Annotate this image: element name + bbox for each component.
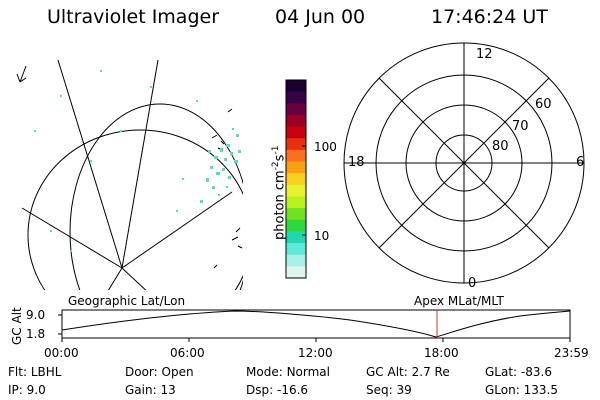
colorbar-unit-label: photon cm-2s-1 xyxy=(271,145,288,240)
colorbar-band xyxy=(286,231,306,244)
colorbar-band xyxy=(286,184,306,197)
info-filter: Flt: LBHL xyxy=(8,365,62,379)
colorbar-band xyxy=(286,173,306,186)
timeline-y-max: 9.0 xyxy=(26,308,46,322)
polar-hour-12: 12 xyxy=(476,47,493,62)
timeline-y-min: 1.8 xyxy=(26,327,46,341)
polar-hour-18: 18 xyxy=(348,155,365,170)
colorbar-band xyxy=(286,149,306,163)
map-meridian xyxy=(107,267,123,290)
time-tick-0000: 00:00 xyxy=(44,346,79,360)
altitude-curve xyxy=(61,310,571,338)
time-tick-1800: 18:00 xyxy=(424,346,459,360)
map-meridian xyxy=(57,59,123,269)
info-door: Door: Open xyxy=(125,365,194,379)
colorbar-band xyxy=(286,80,306,93)
polar-hour-6: 6 xyxy=(576,155,585,170)
info-glon: GLon: 133.5 xyxy=(485,383,558,397)
map-meridian xyxy=(121,191,233,269)
map-meridian xyxy=(121,59,159,269)
colorbar-band xyxy=(286,161,306,174)
colorbar-band xyxy=(286,126,306,139)
colorbar-band xyxy=(286,266,306,279)
info-seq: Seq: 39 xyxy=(366,383,412,397)
color-scale-bar xyxy=(286,80,306,279)
polar-ring-60: 60 xyxy=(535,97,552,112)
instrument-title: Ultraviolet Imager xyxy=(47,6,220,28)
colorbar-band xyxy=(286,208,306,221)
info-mode: Mode: Normal xyxy=(246,365,330,379)
colorbar-tick-10: 10 xyxy=(314,229,330,243)
map-ellipse xyxy=(69,103,243,290)
altitude-timeline xyxy=(58,309,571,342)
aurora-emission xyxy=(34,70,241,252)
polar-hour-0: 0 xyxy=(468,276,477,291)
colorbar-band xyxy=(286,219,306,232)
colorbar-band xyxy=(286,91,306,104)
timeline-axis-label: GC Alt xyxy=(10,307,24,345)
polar-plot xyxy=(343,42,585,284)
info-gain: Gain: 13 xyxy=(125,383,176,397)
polar-ring-70: 70 xyxy=(512,119,529,134)
header-time: 17:46:24 UT xyxy=(431,6,548,28)
polar-ring-80: 80 xyxy=(492,139,509,154)
colorbar-band xyxy=(286,243,306,256)
timeline-right-label: Apex MLat/MLT xyxy=(414,294,504,308)
colorbar-band xyxy=(286,138,306,151)
map-meridian xyxy=(21,207,123,269)
colorbar-band xyxy=(286,254,306,267)
time-tick-1200: 12:00 xyxy=(298,346,333,360)
colorbar-band xyxy=(286,196,306,209)
map-meridian xyxy=(121,267,147,290)
timeline-left-label: Geographic Lat/Lon xyxy=(68,294,186,308)
colorbar-tick-100: 100 xyxy=(314,140,337,154)
info-dsp: Dsp: -16.6 xyxy=(246,383,309,397)
time-tick-0600: 06:00 xyxy=(170,346,205,360)
colorbar-band xyxy=(286,114,306,128)
time-tick-2359: 23:59 xyxy=(554,346,589,360)
map-ellipse-inner xyxy=(27,129,243,290)
header-date: 04 Jun 00 xyxy=(275,6,366,28)
geographic-map xyxy=(16,59,243,290)
info-glat: GLat: -83.6 xyxy=(485,365,552,379)
compass-arrow-icon xyxy=(16,65,27,83)
info-gc-alt: GC Alt: 2.7 Re xyxy=(366,365,450,379)
info-ip: IP: 9.0 xyxy=(8,383,46,397)
colorbar-band xyxy=(286,103,306,116)
